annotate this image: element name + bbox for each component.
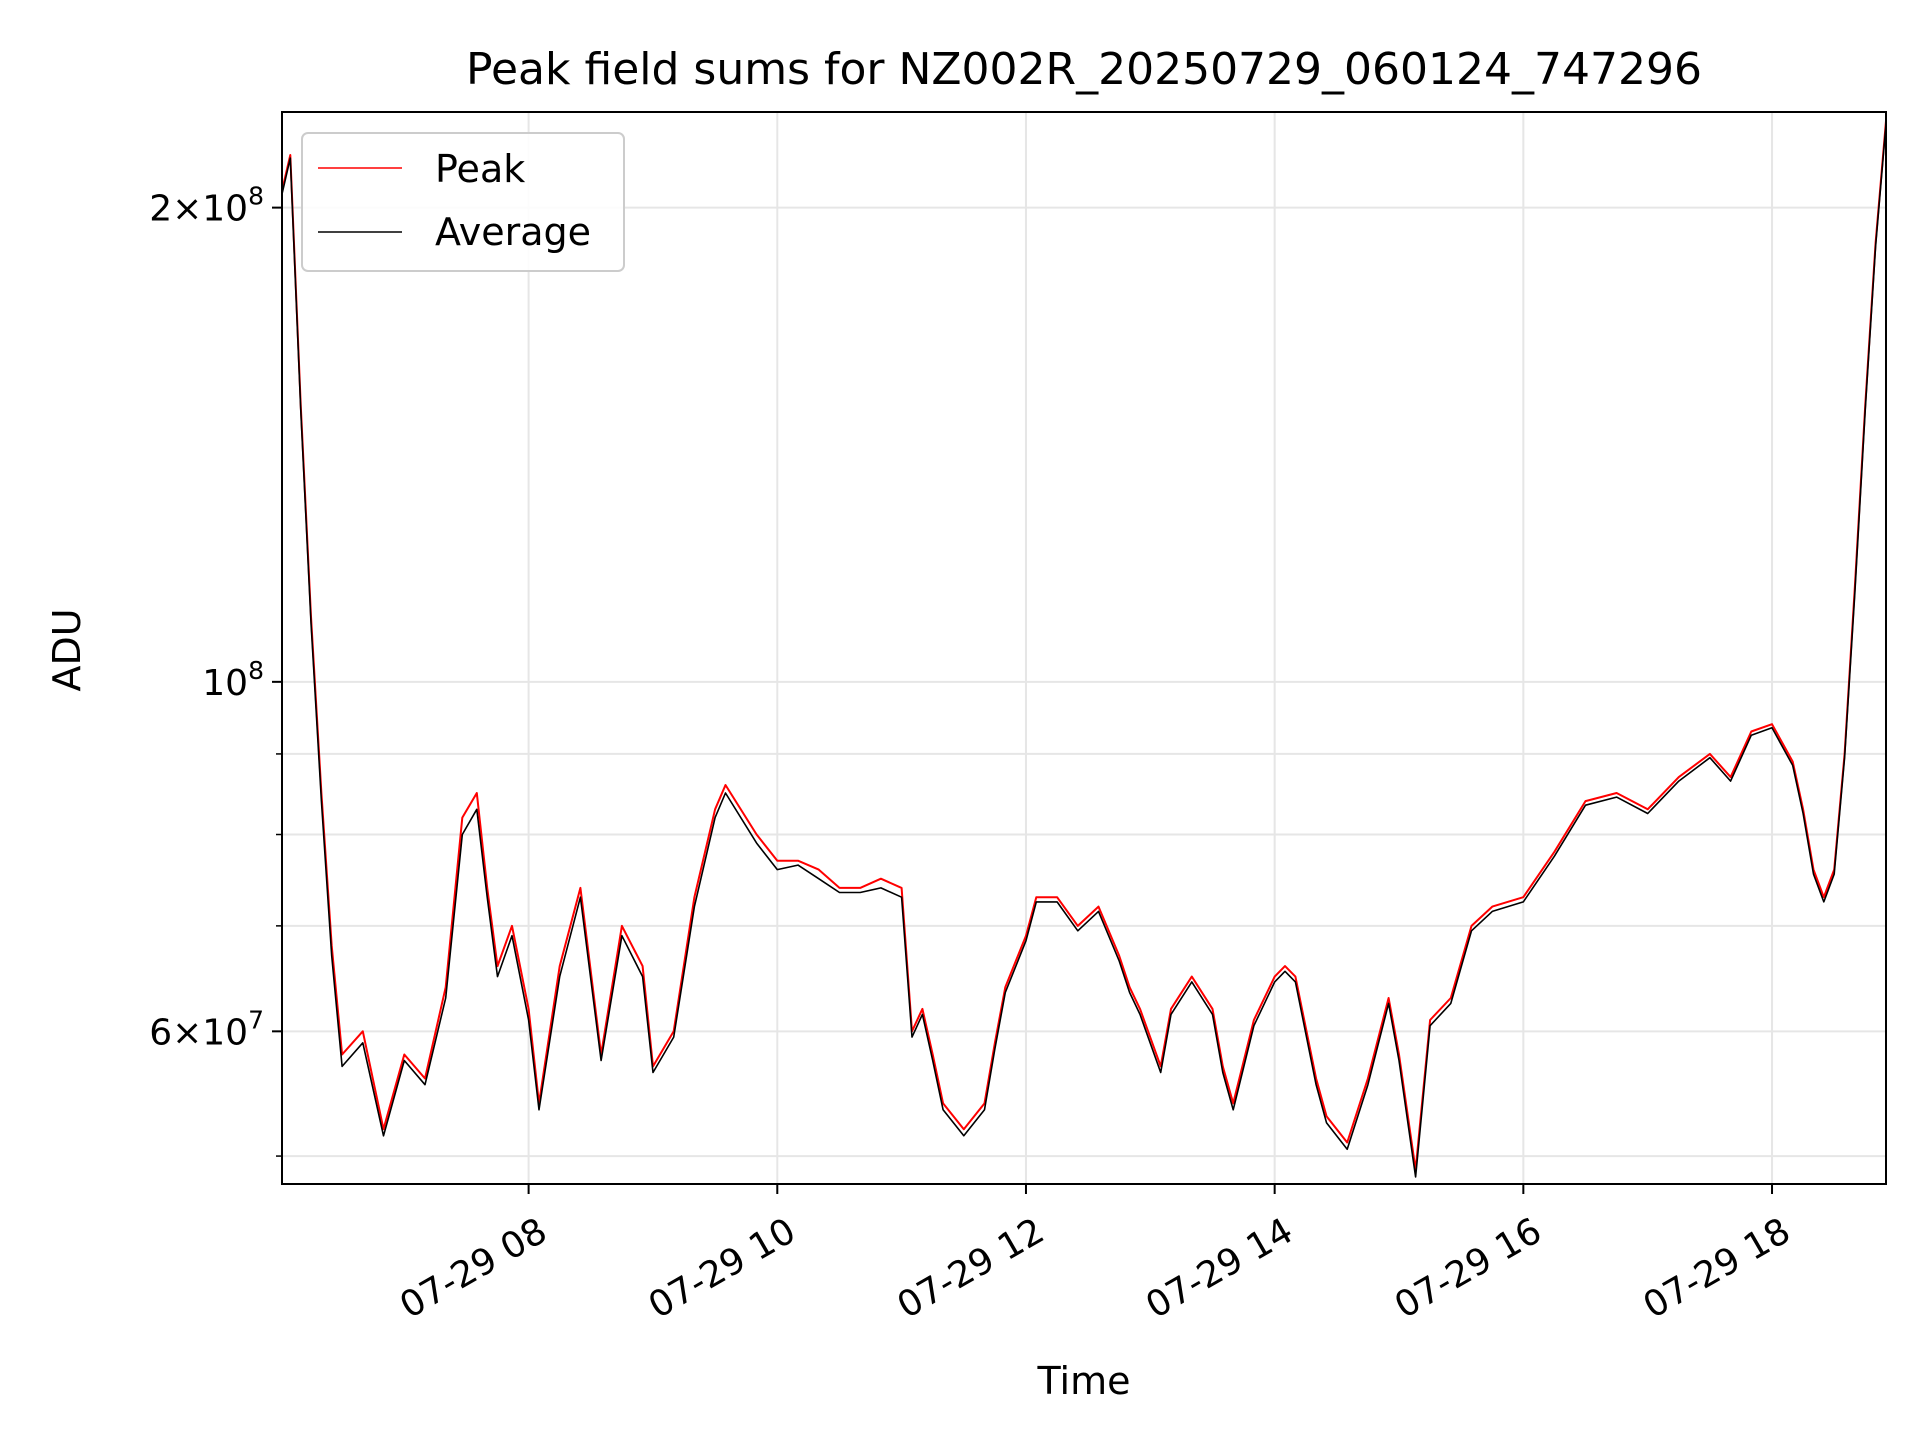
- y-tick-label-exponent: 8: [248, 656, 264, 685]
- y-tick-label-base: 2×10: [149, 189, 248, 230]
- y-tick-label-exponent: 8: [248, 182, 264, 211]
- legend-label-average: Average: [435, 210, 591, 254]
- y-axis-label: ADU: [45, 608, 89, 691]
- grid-lines: [282, 112, 1886, 1184]
- y-tick-label-base: 10: [202, 663, 248, 704]
- series-line-average: [281, 123, 1887, 1178]
- legend-label-peak: Peak: [435, 147, 525, 191]
- series-lines: [281, 120, 1887, 1178]
- y-tick-label: 6×107: [149, 1005, 264, 1053]
- y-tick-label: 2×108: [149, 182, 264, 230]
- series-line-peak: [281, 120, 1887, 1171]
- chart-title: Peak field sums for NZ002R_20250729_0601…: [466, 44, 1702, 95]
- plot-frame: [281, 111, 1887, 1185]
- plot-area: [282, 112, 1886, 1184]
- y-tick-label-base: 6×10: [149, 1012, 248, 1053]
- x-axis-label: Time: [1037, 1359, 1131, 1403]
- y-tick-label: 108: [202, 656, 264, 704]
- y-tick-label-exponent: 7: [248, 1005, 264, 1034]
- legend: Peak Average: [301, 132, 625, 272]
